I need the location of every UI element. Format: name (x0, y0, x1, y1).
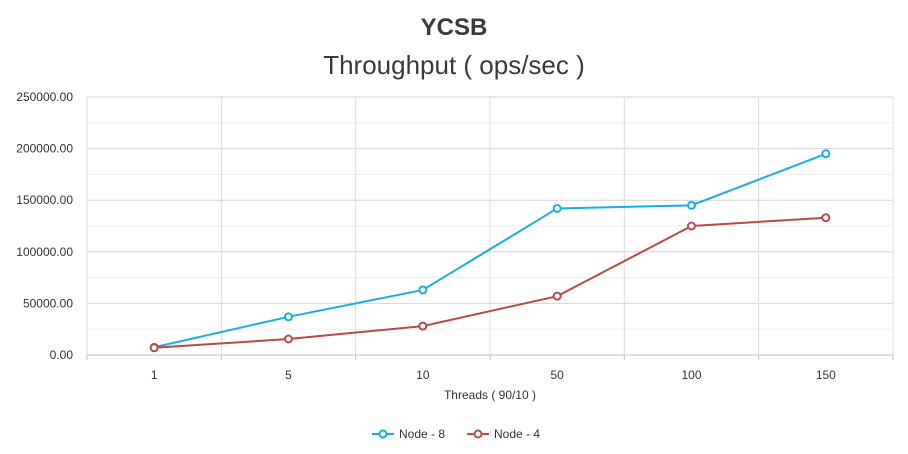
x-tick-label: 100 (681, 368, 701, 382)
y-tick-label: 200000.00 (16, 142, 73, 156)
x-tick-label: 1 (151, 368, 158, 382)
x-axis-label: Threads ( 90/10 ) (444, 388, 536, 402)
data-point[interactable] (687, 200, 696, 210)
x-tick-label: 5 (285, 368, 292, 382)
data-point[interactable] (418, 321, 428, 331)
x-tick-label: 150 (816, 368, 836, 382)
legend-marker-1 (378, 429, 388, 439)
x-tick-label: 50 (550, 368, 564, 382)
series-line-2 (154, 216, 826, 349)
data-point[interactable] (284, 312, 293, 322)
y-tick-label: 250000.00 (16, 90, 73, 104)
data-point[interactable] (552, 203, 562, 213)
data-point[interactable] (149, 343, 159, 353)
y-tick-label: 0.00 (50, 348, 74, 362)
legend-label-2[interactable]: Node - 4 (494, 427, 540, 441)
y-tick-label: 150000.00 (16, 193, 73, 207)
x-tick-label: 10 (416, 368, 430, 382)
legend-marker-2 (473, 429, 483, 439)
chart-subtitle: Throughput ( ops/sec ) (323, 50, 585, 80)
y-tick-label: 50000.00 (23, 296, 73, 310)
data-point[interactable] (821, 149, 831, 159)
data-point[interactable] (552, 291, 562, 301)
data-point[interactable] (687, 221, 696, 231)
chart-title: YCSB (420, 14, 488, 41)
data-point[interactable] (418, 285, 428, 295)
data-point[interactable] (284, 334, 293, 344)
series-line-1 (153, 152, 827, 349)
y-tick-label: 100000.00 (16, 245, 73, 259)
legend-label-1[interactable]: Node - 8 (399, 427, 445, 441)
data-point[interactable] (821, 213, 831, 223)
